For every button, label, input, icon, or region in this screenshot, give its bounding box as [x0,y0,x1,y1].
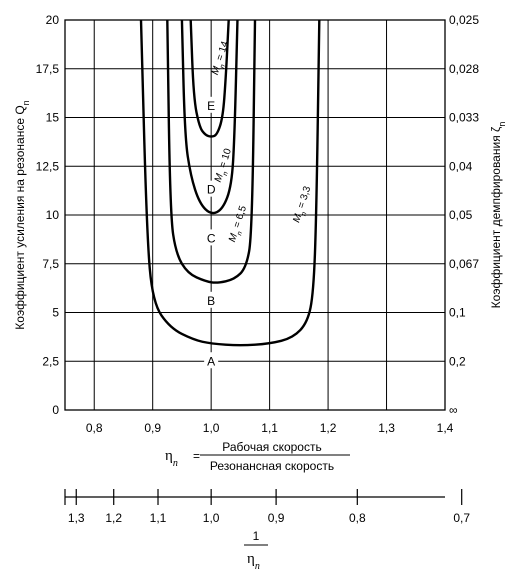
svg-text:ηn: ηn [247,551,260,572]
point-label-bg [204,180,219,197]
y-left-tick-label: 12,5 [36,159,60,173]
lower-axis-title: 1 ηn [244,529,268,572]
x-label-numerator: Рабочая скорость [222,440,321,454]
point-label: D [207,183,216,197]
y-right-tick-label: 0,04 [449,159,473,173]
series-label: Mn = 3,3 [291,185,316,225]
point-label-bg [204,352,219,369]
x-tick-label: 0,8 [86,421,103,435]
svg-text:1: 1 [253,529,260,543]
y-left-tick-label: 7,5 [42,257,59,271]
point-labels: A B C D E [204,96,219,369]
y-left-tick-label: 15 [46,111,60,125]
y-right-tick-label: 0,067 [449,257,479,271]
series-label: Mn = 6,5 [227,204,252,244]
point-label-bg [204,291,219,308]
lower-axis-tick-label: 1,1 [150,511,167,525]
series-curve [166,19,257,284]
x-tick-label: 1,1 [261,421,278,435]
lower-axis-tick-label: 1,2 [105,511,122,525]
series-label: Mn = 14 [210,40,234,78]
point-label: E [207,99,215,113]
lower-axis-tick-label: 0,7 [453,511,470,525]
y-left-tick-label: 0 [52,403,59,417]
y-left-tick-label: 5 [52,306,59,320]
series-curve [189,19,230,138]
y-left-tick-label: 10 [46,208,60,222]
point-label: B [207,294,215,308]
y-axis-left-title: Коэффициент усиления на резонансе Qn [13,100,31,329]
series-curve [139,19,321,347]
y-right-tick-label: 0,1 [449,306,466,320]
x-tick-label: 1,3 [378,421,395,435]
point-label-bg [204,229,219,246]
x-tick-label: 1,4 [437,421,454,435]
curves [139,19,321,347]
lower-axis-tick-label: 0,8 [349,511,366,525]
point-label: A [207,354,215,368]
y-right-tick-label: 0,028 [449,62,479,76]
svg-text:=: = [193,449,200,463]
y-right-tick-label: 0,05 [449,208,473,222]
lower-axis-tick-label: 1,3 [68,511,85,525]
x-axis-title: ηn = Рабочая скорость Резонансная скорос… [165,440,350,473]
y-right-tick-label: 0,025 [449,13,479,27]
y-left-tick-label: 2,5 [42,354,59,368]
y-left-tick-label: 20 [46,13,60,27]
grid [64,19,446,411]
y-left-tick-label: 17,5 [36,62,60,76]
x-tick-label: 1,2 [320,421,337,435]
x-label-denominator: Резонансная скорость [210,459,334,473]
x-tick-label: 1,0 [203,421,220,435]
y-right-tick-label: 0,033 [449,111,479,125]
point-label-bg [204,96,219,113]
ticks: 0,8 0,9 1,0 1,1 1,2 1,3 1,4 0 ∞ 2,5 0,2 5 0,1 7,5 0,06… [36,13,480,525]
y-axis-right-title: Коэффициент демпфирования ζn [489,122,507,309]
lower-axis-tick-label: 1,0 [203,511,220,525]
x-tick-label: 0,9 [144,421,161,435]
y-right-tick-label: 0,2 [449,354,466,368]
series-curve [180,19,239,215]
point-label: C [207,231,216,245]
y-right-tick-label: ∞ [449,403,458,417]
svg-text:ηn: ηn [165,448,178,469]
lower-axis-tick-label: 0,9 [268,511,285,525]
